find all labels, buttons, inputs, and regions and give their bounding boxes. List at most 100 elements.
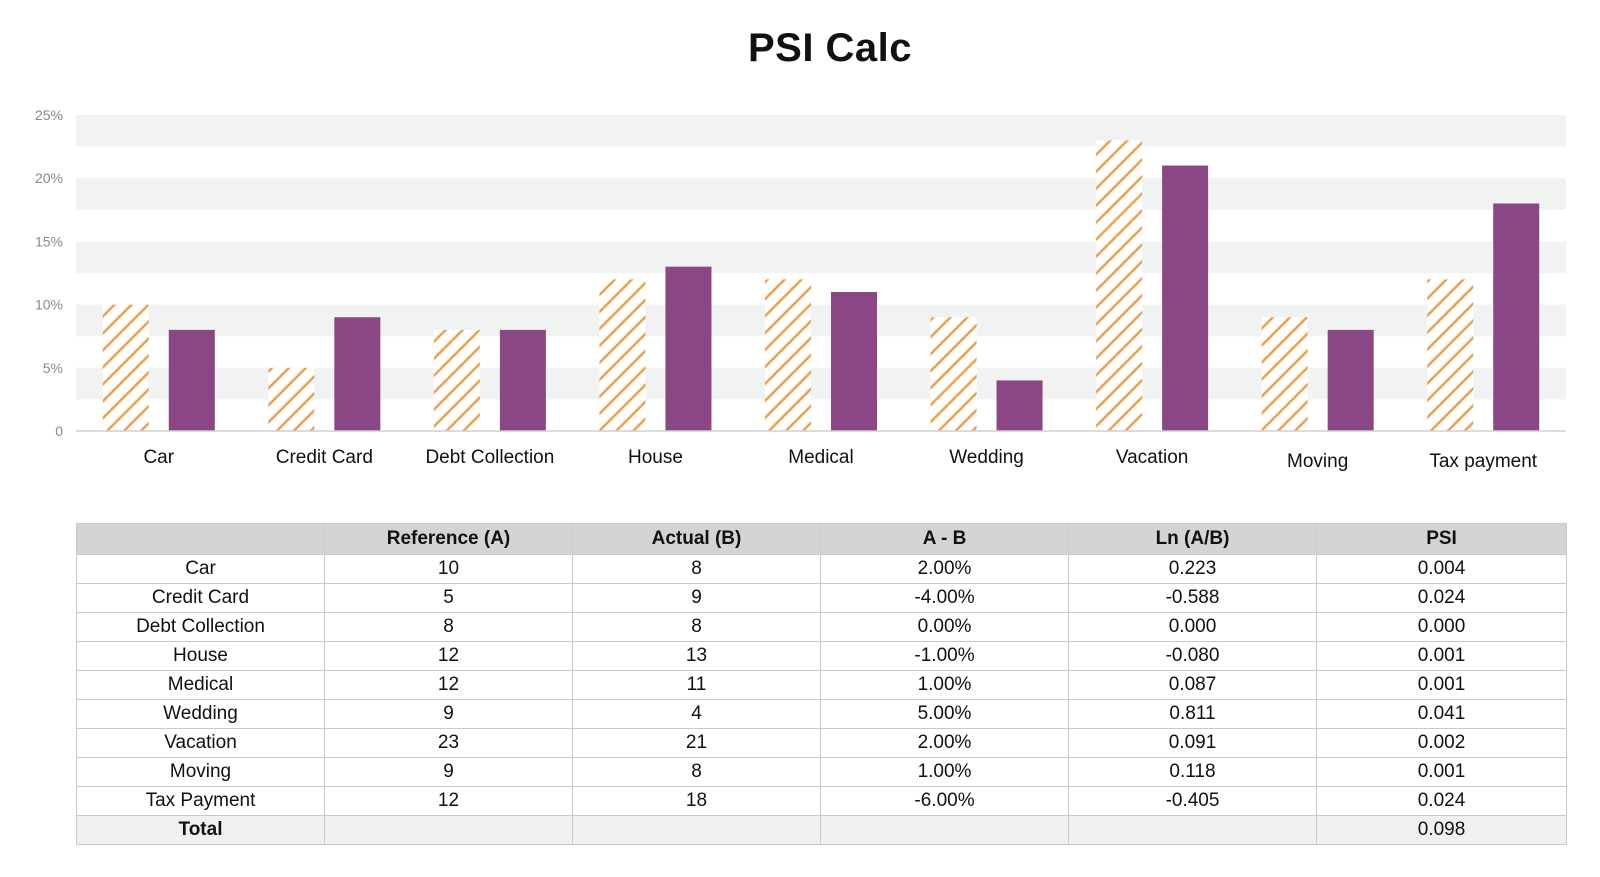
table-row: Car 10 8 2.00% 0.223 0.004 (76, 554, 1567, 584)
y-tick-label: 20% (35, 170, 63, 186)
total-cell-psi: 0.098 (1316, 815, 1567, 845)
cell-difference: 2.00% (820, 554, 1069, 584)
cell-difference: 1.00% (820, 670, 1069, 700)
table-row: Debt Collection 8 8 0.00% 0.000 0.000 (76, 612, 1567, 642)
header-psi: PSI (1316, 523, 1567, 555)
y-tick-label: 15% (35, 233, 63, 249)
y-tick-label: 10% (35, 297, 63, 313)
bar-reference (102, 304, 149, 431)
grid-band (76, 367, 1566, 400)
table-row: House 12 13 -1.00% -0.080 0.001 (76, 641, 1567, 671)
cell-psi: 0.024 (1316, 786, 1567, 816)
cell-reference: 12 (324, 641, 573, 671)
header-actual: Actual (B) (572, 523, 821, 555)
total-cell-reference (324, 815, 573, 845)
cell-ln-ratio: 0.811 (1068, 699, 1317, 729)
grid-band (76, 178, 1566, 210)
total-label: Total (76, 815, 325, 845)
total-cell-ln-ratio (1068, 815, 1317, 845)
cell-reference: 9 (324, 699, 573, 729)
bar-actual (334, 317, 381, 431)
bar-reference (433, 329, 480, 431)
x-tick-label: Moving (1287, 451, 1348, 472)
cell-psi: 0.001 (1316, 641, 1567, 671)
bar-actual (831, 291, 877, 431)
cell-category: Wedding (76, 699, 325, 729)
cell-psi: 0.024 (1316, 583, 1567, 613)
bar-reference (930, 317, 977, 431)
cell-category: Moving (76, 757, 325, 787)
cell-actual: 4 (572, 699, 821, 729)
bar-actual (1162, 165, 1209, 431)
y-tick-label: 0 (55, 423, 63, 439)
header-reference: Reference (A) (324, 523, 573, 555)
bar-chart: 0 5% 10% 15% 20% 25% Car Credit Card Debt Colle… (35, 107, 1566, 472)
cell-ln-ratio: 0.118 (1068, 757, 1317, 787)
cell-ln-ratio: 0.223 (1068, 554, 1317, 584)
grid-band (76, 304, 1566, 337)
cell-actual: 8 (572, 612, 821, 642)
cell-reference: 10 (324, 554, 573, 584)
x-axis-labels: Car Credit Card Debt Collection House Medica… (143, 447, 1537, 472)
total-cell-difference (820, 815, 1069, 845)
cell-ln-ratio: 0.000 (1068, 612, 1317, 642)
cell-psi: 0.041 (1316, 699, 1567, 729)
table-row: Credit Card 5 9 -4.00% -0.588 0.024 (76, 583, 1567, 613)
table-row: Medical 12 11 1.00% 0.087 0.001 (76, 670, 1567, 700)
cell-category: House (76, 641, 325, 671)
cell-category: Tax Payment (76, 786, 325, 816)
bar-reference (1096, 140, 1143, 431)
psi-table: Reference (A) Actual (B) A - B Ln (A/B) … (76, 523, 1567, 845)
cell-actual: 8 (572, 554, 821, 584)
cell-difference: -6.00% (820, 786, 1069, 816)
cell-reference: 8 (324, 612, 573, 642)
bar-reference (1261, 317, 1308, 431)
cell-actual: 9 (572, 583, 821, 613)
bar-reference (268, 367, 315, 431)
bar-actual (499, 329, 546, 431)
total-row: Total 0.098 (76, 815, 1567, 845)
cell-difference: 1.00% (820, 757, 1069, 787)
x-tick-label: Tax payment (1429, 451, 1537, 472)
cell-difference: -4.00% (820, 583, 1069, 613)
cell-ln-ratio: 0.087 (1068, 670, 1317, 700)
cell-actual: 13 (572, 641, 821, 671)
cell-actual: 21 (572, 728, 821, 758)
table-row: Vacation 23 21 2.00% 0.091 0.002 (76, 728, 1567, 758)
header-category (76, 523, 325, 555)
cell-difference: -1.00% (820, 641, 1069, 671)
cell-psi: 0.002 (1316, 728, 1567, 758)
cell-ln-ratio: -0.588 (1068, 583, 1317, 613)
x-tick-label: Credit Card (276, 447, 373, 468)
bar-actual (1327, 329, 1374, 431)
bar-actual (1493, 203, 1540, 431)
cell-actual: 11 (572, 670, 821, 700)
cell-psi: 0.004 (1316, 554, 1567, 584)
table-row: Wedding 9 4 5.00% 0.811 0.041 (76, 699, 1567, 729)
table-row: Tax Payment 12 18 -6.00% -0.405 0.024 (76, 786, 1567, 816)
bar-reference (765, 279, 811, 431)
bar-reference (1427, 279, 1474, 431)
table-header-row: Reference (A) Actual (B) A - B Ln (A/B) … (76, 523, 1567, 555)
bars (102, 140, 1540, 431)
bar-reference (599, 279, 646, 431)
y-tick-label: 5% (43, 360, 63, 376)
cell-psi: 0.001 (1316, 670, 1567, 700)
x-tick-label: Vacation (1116, 447, 1189, 468)
cell-actual: 8 (572, 757, 821, 787)
cell-ln-ratio: -0.405 (1068, 786, 1317, 816)
grid-band (76, 241, 1566, 273)
cell-category: Medical (76, 670, 325, 700)
header-ln-ratio: Ln (A/B) (1068, 523, 1317, 555)
cell-actual: 18 (572, 786, 821, 816)
cell-reference: 5 (324, 583, 573, 613)
cell-category: Vacation (76, 728, 325, 758)
bar-actual (168, 329, 215, 431)
cell-difference: 2.00% (820, 728, 1069, 758)
cell-ln-ratio: -0.080 (1068, 641, 1317, 671)
chart-title: PSI Calc (747, 26, 913, 70)
cell-category: Debt Collection (76, 612, 325, 642)
grid-bands (76, 115, 1566, 400)
cell-reference: 9 (324, 757, 573, 787)
cell-difference: 5.00% (820, 699, 1069, 729)
